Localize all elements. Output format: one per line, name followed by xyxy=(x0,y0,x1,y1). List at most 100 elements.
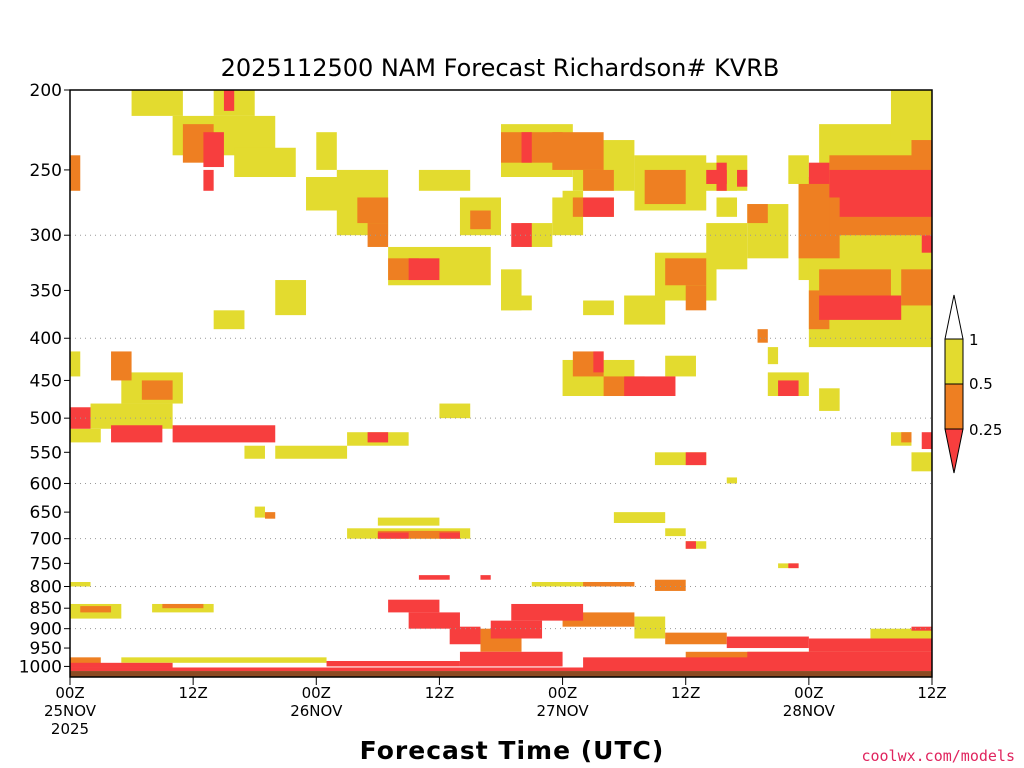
ri-cell-0.5-1 xyxy=(870,628,932,639)
ri-cell-0.5-1 xyxy=(244,445,265,459)
ri-cell-0.5-1 xyxy=(275,445,348,459)
ri-cell-0.5-1 xyxy=(706,223,748,270)
ri-cell-lt-0.25 xyxy=(70,662,173,668)
y-tick-label: 800 xyxy=(30,577,62,597)
x-axis-label: Forecast Time (UTC) xyxy=(360,736,665,765)
ri-cell-lt-0.25 xyxy=(377,532,409,539)
x-tick-label: 00Z xyxy=(302,684,331,702)
ri-cell-lt-0.25 xyxy=(839,190,932,217)
ri-cell-lt-0.25 xyxy=(408,612,460,629)
x-tick-label: 25NOV xyxy=(44,702,97,720)
ri-cell-lt-0.25 xyxy=(511,223,532,247)
ri-cell-lt-0.25 xyxy=(583,657,932,669)
ri-cell-0.5-1 xyxy=(275,280,307,316)
ri-cell-0.25-0.5 xyxy=(583,169,614,191)
y-tick-label: 500 xyxy=(30,409,62,429)
x-tick-label: 00Z xyxy=(55,684,84,702)
colorbar-label-0.25: 0.25 xyxy=(969,421,1002,439)
ri-cell-0.5-1 xyxy=(439,403,471,419)
colorbar-upper-arrow xyxy=(944,294,964,340)
plot-frame xyxy=(69,89,933,678)
x-tick-label: 28NOV xyxy=(783,702,836,720)
colorbar-label-1: 1 xyxy=(969,331,979,349)
ri-cell-0.5-1 xyxy=(70,428,101,443)
ri-cell-0.5-1 xyxy=(911,452,932,472)
ri-cell-0.25-0.5 xyxy=(819,269,891,301)
ri-cell-0.5-1 xyxy=(70,351,81,377)
ri-cell-0.5-1 xyxy=(716,197,738,217)
x-tick-label: 12Z xyxy=(917,684,946,702)
colorbar-label-0.5: 0.5 xyxy=(969,375,993,393)
ri-cell-0.25-0.5 xyxy=(70,155,81,191)
x-tick-label: 26NOV xyxy=(290,702,343,720)
ri-cell-lt-0.25 xyxy=(921,432,932,450)
ri-cell-0.5-1 xyxy=(121,657,327,663)
ri-cell-lt-0.25 xyxy=(747,651,932,660)
colorbar-lower-arrow xyxy=(944,428,964,474)
x-tick-label: 12Z xyxy=(671,684,700,702)
chart-title: 2025112500 NAM Forecast Richardson# KVRB xyxy=(221,54,780,82)
ri-cell-lt-0.25 xyxy=(685,541,696,549)
ri-cell-0.25-0.5 xyxy=(757,329,768,343)
ri-cell-0.5-1 xyxy=(819,388,840,411)
ri-cell-0.25-0.5 xyxy=(470,210,491,230)
ri-cell-0.25-0.5 xyxy=(665,632,727,645)
ri-cell-0.25-0.5 xyxy=(654,579,686,591)
ri-cell-lt-0.25 xyxy=(480,575,491,580)
y-tick-label: 600 xyxy=(30,474,62,494)
colorbar-swatch-0.5-1 xyxy=(944,338,964,385)
ri-cell-0.25-0.5 xyxy=(70,657,101,665)
x-tick-label: 00Z xyxy=(548,684,577,702)
ri-cell-0.5-1 xyxy=(665,528,686,537)
y-tick-label: 550 xyxy=(30,443,62,463)
y-tick-label: 300 xyxy=(30,226,62,246)
ri-cell-lt-0.25 xyxy=(439,532,460,539)
ground-fill xyxy=(70,671,932,677)
y-tick-label: 900 xyxy=(30,620,62,640)
ri-cell-0.25-0.5 xyxy=(901,269,932,306)
ri-cell-0.5-1 xyxy=(418,169,471,191)
ground-band xyxy=(70,671,932,677)
ri-cell-0.25-0.5 xyxy=(357,197,389,224)
ri-cell-lt-0.25 xyxy=(367,432,389,443)
ri-cell-0.25-0.5 xyxy=(162,603,204,609)
y-tick-label: 650 xyxy=(30,503,62,523)
richardson-cells xyxy=(70,90,932,672)
x-tick-label: 2025 xyxy=(51,720,89,738)
ri-cell-lt-0.25 xyxy=(70,667,932,672)
ri-cell-lt-0.25 xyxy=(111,425,163,443)
ri-cell-0.25-0.5 xyxy=(552,132,604,170)
x-tick-label: 12Z xyxy=(178,684,207,702)
ri-cell-lt-0.25 xyxy=(511,603,584,621)
ri-cell-lt-0.25 xyxy=(388,599,440,613)
ri-cell-lt-0.25 xyxy=(459,651,563,667)
ri-cell-lt-0.25 xyxy=(685,452,707,466)
ri-cell-0.5-1 xyxy=(531,581,614,587)
ri-cell-lt-0.25 xyxy=(808,162,830,184)
y-tick-label: 850 xyxy=(30,599,62,619)
ri-cell-0.5-1 xyxy=(316,132,337,170)
ri-cell-lt-0.25 xyxy=(593,351,604,373)
ri-cell-0.25-0.5 xyxy=(111,351,132,381)
ri-cell-0.5-1 xyxy=(665,355,696,377)
y-tick-label: 250 xyxy=(30,161,62,181)
ri-cell-0.25-0.5 xyxy=(80,606,112,613)
ri-cell-0.25-0.5 xyxy=(367,223,389,247)
ri-cell-0.25-0.5 xyxy=(264,512,276,519)
y-axis: 200 250 300 350 400 450 500 550 600 650 700 750 8008… xyxy=(19,81,70,677)
ri-cell-0.5-1 xyxy=(726,477,738,484)
ri-cell-0.5-1 xyxy=(767,347,779,365)
ri-cell-0.25-0.5 xyxy=(141,380,173,400)
ri-cell-0.5-1 xyxy=(634,616,666,639)
ri-cell-0.5-1 xyxy=(890,90,932,141)
colorbar: 1 0.5 0.25 xyxy=(944,294,1002,474)
ri-cell-lt-0.25 xyxy=(624,376,676,397)
y-tick-label: 750 xyxy=(30,554,62,574)
ri-cell-0.5-1 xyxy=(613,512,666,523)
ri-cell-lt-0.25 xyxy=(449,626,481,645)
ri-cell-lt-0.25 xyxy=(737,169,748,187)
ri-cell-lt-0.25 xyxy=(819,295,902,320)
y-tick-label: 200 xyxy=(30,81,62,101)
x-tick-label: 27NOV xyxy=(537,702,590,720)
